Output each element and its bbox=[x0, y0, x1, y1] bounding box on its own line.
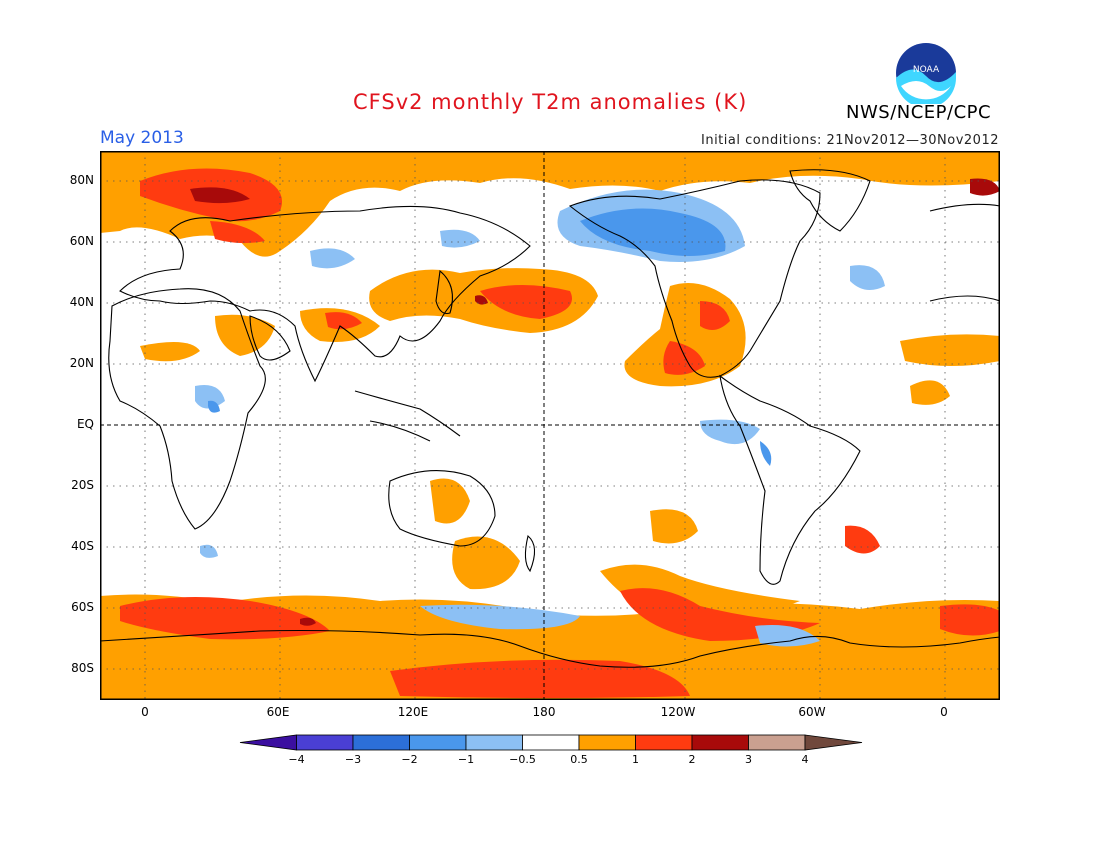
legend-label: −4 bbox=[288, 753, 304, 766]
legend-swatch bbox=[352, 734, 410, 751]
lon-label: 180 bbox=[532, 705, 556, 719]
lat-label: 40N bbox=[69, 295, 94, 309]
coastlines bbox=[100, 169, 1000, 668]
legend-label: −2 bbox=[401, 753, 417, 766]
legend-swatch bbox=[635, 734, 693, 751]
legend-swatch bbox=[465, 734, 523, 751]
initial-conditions: Initial conditions: 21Nov2012—30Nov2012 bbox=[701, 133, 999, 148]
lat-label: 80N bbox=[69, 173, 94, 187]
legend-swatch bbox=[578, 734, 636, 751]
legend-swatch bbox=[804, 734, 863, 751]
legend-label: −0.5 bbox=[509, 753, 536, 766]
agency-label: NWS/NCEP/CPC bbox=[846, 102, 992, 123]
anomaly-warm-strong bbox=[190, 178, 1000, 626]
legend-label: −1 bbox=[458, 753, 474, 766]
forecast-month: May 2013 bbox=[100, 128, 184, 148]
lat-label: 60S bbox=[71, 600, 94, 614]
lat-label: 20N bbox=[69, 356, 94, 370]
noaa-logo-text: NOAA bbox=[913, 65, 940, 75]
equator-dateline bbox=[100, 151, 1000, 700]
lon-label: 120E bbox=[397, 705, 429, 719]
legend-label: 1 bbox=[632, 753, 639, 766]
lon-label: 120W bbox=[660, 705, 696, 719]
legend-swatch bbox=[239, 734, 297, 751]
legend-label: 4 bbox=[802, 753, 809, 766]
legend-label: 2 bbox=[689, 753, 696, 766]
legend-label: −3 bbox=[345, 753, 361, 766]
lon-label: 60W bbox=[798, 705, 826, 719]
colorbar-legend: −4 −3 −2 −1 −0.5 0.5 1 2 3 4 bbox=[239, 734, 863, 766]
lat-label: 80S bbox=[71, 661, 94, 675]
legend-swatch bbox=[522, 734, 580, 751]
lat-label: 20S bbox=[71, 478, 94, 492]
lat-label: 40S bbox=[71, 539, 94, 553]
lon-label: 0 bbox=[141, 705, 149, 719]
legend-swatch bbox=[296, 734, 354, 751]
lon-label: 60E bbox=[266, 705, 290, 719]
legend-swatch bbox=[691, 734, 749, 751]
anomaly-map bbox=[100, 151, 1000, 700]
legend-label: 0.5 bbox=[570, 753, 588, 766]
lat-label: 60N bbox=[69, 234, 94, 248]
anomaly-cool-mid bbox=[208, 208, 772, 466]
legend-swatch bbox=[748, 734, 806, 751]
noaa-logo-icon: NOAA bbox=[896, 43, 956, 104]
lat-label: EQ bbox=[76, 417, 94, 431]
chart-title: CFSv2 monthly T2m anomalies (K) bbox=[353, 90, 748, 114]
lon-label: 0 bbox=[940, 705, 948, 719]
legend-label: 3 bbox=[745, 753, 752, 766]
legend-swatch bbox=[409, 734, 467, 751]
